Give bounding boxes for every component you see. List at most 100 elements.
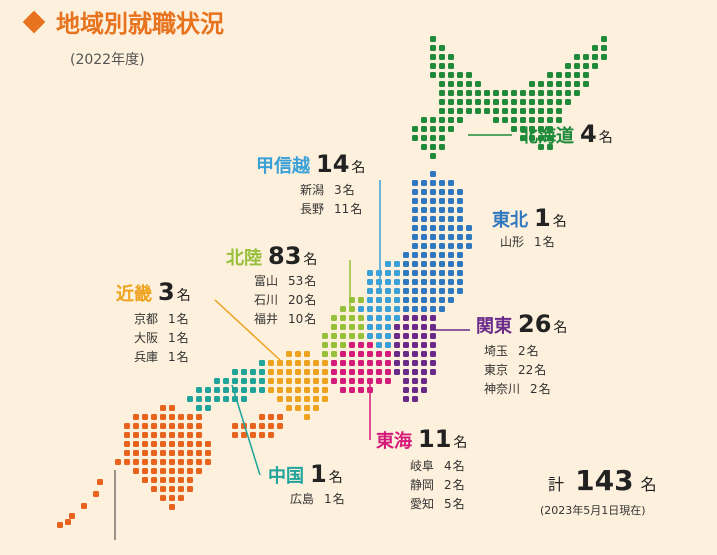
region-name: 近畿 [116,283,152,305]
map-dot [340,333,346,339]
map-dot [538,90,544,96]
map-dot [439,216,445,222]
prefecture-unit: 名 [304,292,316,307]
prefecture-label: 広島 1名 [290,491,345,506]
prefecture-count: 1 [324,492,332,506]
map-dot [394,369,400,375]
map-dot [286,396,292,402]
map-dot [259,360,265,366]
map-dot [187,468,193,474]
map-dot [448,207,454,213]
map-dot [322,369,328,375]
map-dot [205,396,211,402]
map-dot [232,432,238,438]
map-dot [268,387,274,393]
map-dot [529,117,535,123]
prefecture-label: 兵庫 1名 [134,349,189,364]
map-dot [394,351,400,357]
map-dot [169,423,175,429]
prefecture-label: 富山 53名 [254,273,316,288]
map-dot [421,297,427,303]
map-dot [439,252,445,258]
map-dot [565,81,571,87]
map-dot [547,144,553,150]
prefecture-name: 岐阜 [410,459,434,473]
map-dot [304,414,310,420]
map-dot [322,333,328,339]
map-dot [457,198,463,204]
map-dot [376,378,382,384]
map-dot [421,270,427,276]
map-dot [367,324,373,330]
prefecture-name: 新潟 [300,183,324,197]
prefecture-label: 大阪 1名 [134,330,189,345]
map-dot [430,45,436,51]
map-dot [124,432,130,438]
map-dot [556,81,562,87]
map-dot [430,180,436,186]
map-dot [448,63,454,69]
map-dot [484,108,490,114]
map-dot [160,450,166,456]
region-count: 4 [580,120,597,148]
map-dot [151,477,157,483]
map-dot [448,81,454,87]
prefecture-name: 静岡 [410,478,434,492]
map-dot [358,369,364,375]
region-label: 近畿 3 名 [116,278,191,306]
title-diamond [22,10,46,34]
map-dot [457,270,463,276]
map-dot [574,72,580,78]
map-dot [403,387,409,393]
map-dot [385,306,391,312]
map-dot [196,468,202,474]
prefecture-name: 長野 [300,202,324,216]
map-dot [403,396,409,402]
map-dot [439,72,445,78]
map-dot [583,72,589,78]
total-text: 計 143 名 [548,464,657,497]
map-dot [250,378,256,384]
map-dot [304,405,310,411]
map-dot [430,63,436,69]
map-dot [466,234,472,240]
map-dot [520,126,526,132]
map-dot [547,81,553,87]
map-dot [268,432,274,438]
map-dot [502,108,508,114]
map-dot [439,288,445,294]
map-dot [394,360,400,366]
map-dot [439,297,445,303]
map-dot [304,369,310,375]
map-dot [313,405,319,411]
map-dot [124,450,130,456]
map-dot [133,441,139,447]
map-dot [448,54,454,60]
map-dot [394,288,400,294]
prefecture-label: 岐阜 4名 [410,458,465,473]
map-dot [439,45,445,51]
map-dot [565,72,571,78]
map-dot [502,90,508,96]
map-dot [403,279,409,285]
map-dot [133,423,139,429]
map-dot [475,108,481,114]
map-dot [403,270,409,276]
map-dot [169,450,175,456]
map-dot [313,360,319,366]
map-dot [457,108,463,114]
map-dot [412,243,418,249]
map-dot [196,423,202,429]
prefecture-unit: 名 [333,491,345,506]
map-dot [412,360,418,366]
map-dot [349,378,355,384]
map-dot [367,360,373,366]
map-dot [367,333,373,339]
region-count: 3 [158,278,175,306]
map-dot [349,333,355,339]
map-dot [349,315,355,321]
map-dot [412,387,418,393]
map-dot [322,360,328,366]
map-dot [538,126,544,132]
